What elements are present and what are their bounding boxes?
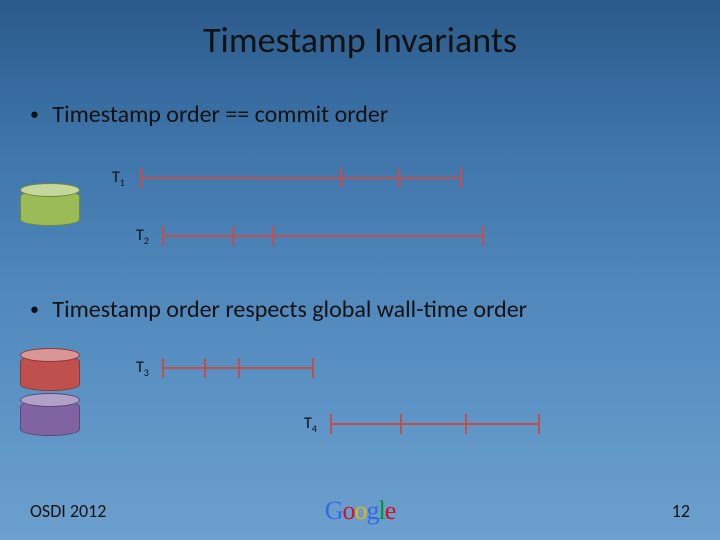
google-logo: Google [325,496,396,526]
slide-background [0,0,720,540]
cylinder-top [20,348,80,362]
database-cylinder-red [20,355,80,391]
timeline-t1 [140,168,460,188]
timeline-t2 [162,226,482,246]
footer-conference: OSDI 2012 [30,500,106,522]
bullet-text: Timestamp order == commit order [52,100,388,129]
timeline-t4 [330,414,538,434]
transaction-label-t2: T2 [136,226,149,247]
database-cylinder-purple [20,400,80,436]
bullet-item-1: • Timestamp order == commit order [30,100,388,129]
timeline-t3 [162,358,312,378]
database-cylinder-green [20,190,80,226]
page-title: Timestamp Invariants [0,18,720,62]
bullet-dot: • [30,298,39,320]
transaction-label-t1: T1 [112,168,125,189]
transaction-label-t4: T4 [304,414,317,435]
cylinder-top [20,183,80,197]
transaction-label-t3: T3 [136,358,149,379]
cylinder-top [20,393,80,407]
page-number: 12 [672,500,690,522]
bullet-text: Timestamp order respects global wall-tim… [52,295,527,324]
bullet-dot: • [30,103,39,125]
bullet-item-2: • Timestamp order respects global wall-t… [30,295,527,324]
